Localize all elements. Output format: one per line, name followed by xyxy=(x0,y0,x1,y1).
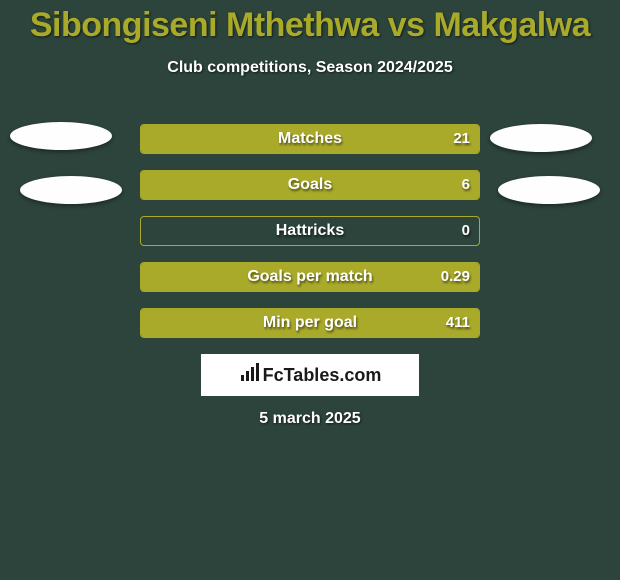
avatar-placeholder xyxy=(498,176,600,204)
fctables-logo: FcTables.com xyxy=(201,354,419,396)
stat-row: Goals per match0.29 xyxy=(0,254,620,300)
avatar-placeholder xyxy=(10,122,112,150)
bar-fill xyxy=(141,125,479,153)
bar-fill xyxy=(141,263,479,291)
avatar-placeholder xyxy=(20,176,122,204)
avatar-placeholder xyxy=(490,124,592,152)
bar-track xyxy=(140,308,480,338)
bar-fill xyxy=(141,171,479,199)
chart-bars-icon xyxy=(239,363,261,388)
bar-fill xyxy=(141,309,479,337)
bar-track xyxy=(140,262,480,292)
page-title: Sibongiseni Mthethwa vs Makgalwa xyxy=(0,0,620,45)
subtitle: Club competitions, Season 2024/2025 xyxy=(0,59,620,77)
date-caption: 5 march 2025 xyxy=(0,410,620,428)
bar-track xyxy=(140,216,480,246)
logo-text: FcTables.com xyxy=(263,365,382,386)
bar-track xyxy=(140,124,480,154)
bar-track xyxy=(140,170,480,200)
stat-row: Min per goal411 xyxy=(0,300,620,346)
stat-row: Hattricks0 xyxy=(0,208,620,254)
